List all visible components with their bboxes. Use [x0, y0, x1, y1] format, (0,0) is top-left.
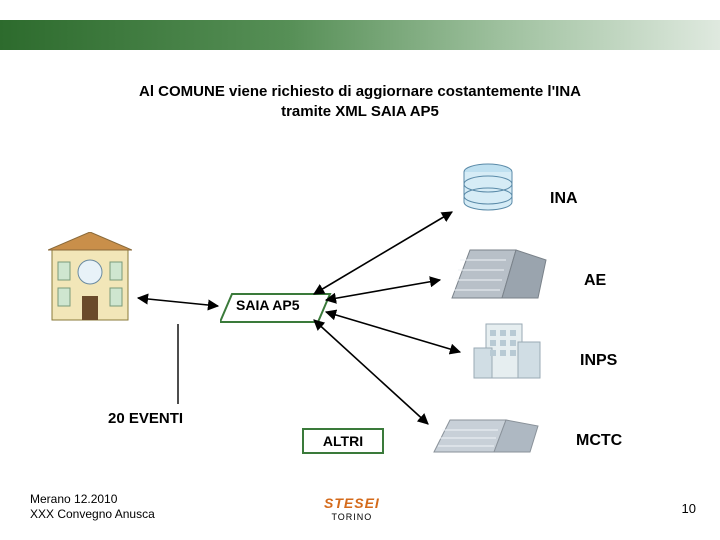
- saia-ap5-label: SAIA AP5: [236, 297, 300, 313]
- ina-database-icon: [460, 162, 516, 218]
- page-number: 10: [682, 501, 696, 516]
- header-gradient-bar: [0, 20, 720, 50]
- comune-townhall-icon: [48, 232, 132, 324]
- logo-brand: STESEI: [324, 495, 380, 511]
- ina-label: INA: [550, 190, 578, 208]
- title-line2: tramite XML SAIA AP5: [281, 103, 439, 120]
- footer-text: Merano 12.2010 XXX Convegno Anusca: [30, 492, 155, 522]
- mctc-building-icon: [430, 408, 542, 458]
- title-line1: Al COMUNE viene richiesto di aggiornare …: [139, 83, 581, 100]
- inps-building-icon: [468, 318, 548, 384]
- mctc-label: MCTC: [576, 432, 622, 450]
- footer-line1: Merano 12.2010: [30, 492, 117, 506]
- footer-line2: XXX Convegno Anusca: [30, 507, 155, 521]
- altri-label: ALTRI: [323, 433, 363, 449]
- ae-label: AE: [584, 272, 606, 290]
- eventi-label: 20 EVENTI: [108, 410, 183, 427]
- footer-logo: STESEI TORINO: [324, 495, 380, 522]
- altri-box: ALTRI: [302, 428, 384, 454]
- slide-title: Al COMUNE viene richiesto di aggiornare …: [0, 82, 720, 123]
- ae-building-icon: [446, 240, 550, 304]
- logo-city: TORINO: [324, 512, 380, 522]
- inps-label: INPS: [580, 352, 617, 370]
